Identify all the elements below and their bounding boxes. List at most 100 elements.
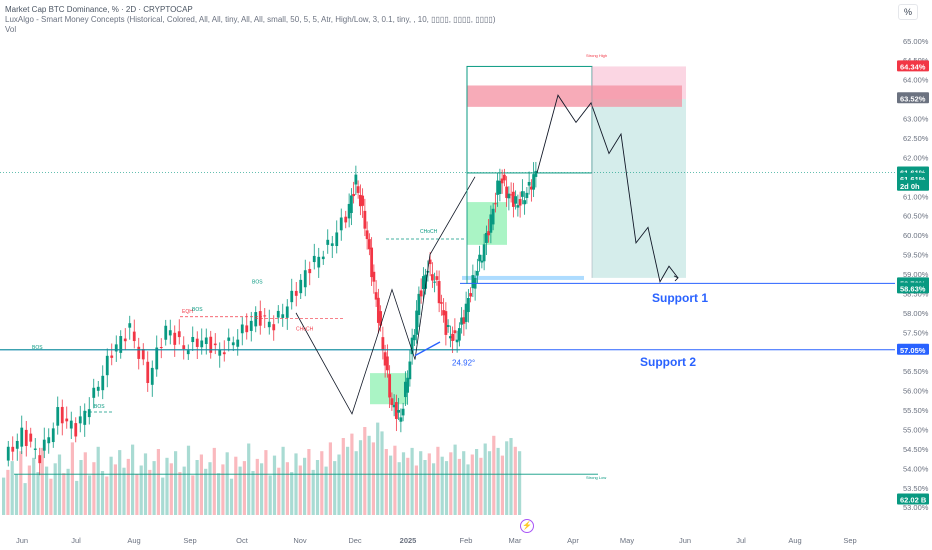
volume-bar	[66, 468, 70, 515]
price-tag	[897, 60, 929, 72]
candle-body	[236, 339, 240, 347]
candle-body	[372, 271, 376, 282]
candle-body	[335, 232, 339, 247]
volume-bar	[410, 447, 414, 515]
candle-body	[191, 336, 195, 343]
indicator-legend[interactable]: LuxAlgo - Smart Money Concepts (Historic…	[5, 15, 496, 24]
volume-bar	[238, 466, 242, 515]
volume-bar	[27, 465, 31, 515]
candle-body	[446, 325, 450, 328]
candle-body	[484, 232, 488, 243]
candle-body	[249, 320, 253, 331]
angle-label: 24.92°	[452, 358, 475, 367]
candle-body	[491, 208, 495, 225]
candle-body	[276, 310, 280, 318]
price-tick-label: 62.50%	[903, 134, 929, 143]
candle-body	[105, 355, 109, 376]
trend-angle-line	[414, 341, 441, 357]
lightning-icon[interactable]: ⚡	[520, 519, 534, 533]
volume-bar	[23, 483, 27, 515]
volume-bar	[457, 458, 461, 515]
price-tick-label: 55.50%	[903, 406, 929, 415]
volume-bar	[109, 456, 113, 515]
candle-body	[245, 325, 249, 333]
volume-bar	[36, 472, 40, 515]
candle-body	[480, 260, 484, 263]
entry-box	[466, 65, 593, 174]
candle-body	[110, 355, 114, 358]
volume-bar	[518, 451, 522, 515]
volume-bar	[70, 442, 74, 515]
candle-body	[65, 418, 69, 422]
volume-bar	[204, 468, 208, 515]
candle-body	[123, 338, 127, 342]
candle-body	[69, 420, 73, 429]
price-tag-label: 2d 0h	[900, 182, 920, 191]
time-axis[interactable]: Jun Jul Aug Sep Oct Nov Dec 2025 Feb Mar Apr May Jun…	[16, 536, 857, 545]
price-tick-label: 62.00%	[903, 153, 929, 162]
candle-body	[150, 367, 154, 385]
volume-bar	[393, 445, 397, 515]
candle-body	[20, 427, 24, 447]
volume-bar	[427, 453, 431, 515]
candle-body	[417, 293, 421, 316]
volume-bar	[100, 471, 105, 515]
price-axis[interactable]: 65.00%64.50%64.00%63.50%63.00%62.50%62.0…	[897, 37, 929, 512]
price-tag-label: 58.63%	[900, 284, 926, 293]
bos-label: BOS	[252, 280, 263, 286]
price-tag-label: 61.61%	[900, 175, 926, 184]
volume-bar	[225, 452, 229, 515]
volume-bar	[57, 454, 62, 515]
candle-body	[448, 336, 452, 339]
candle-body	[146, 361, 150, 383]
volume-bar	[49, 478, 53, 515]
candle-body	[114, 344, 118, 352]
volume-bar	[354, 451, 358, 515]
volume-bar	[118, 450, 122, 515]
time-tick-label: Mar	[509, 536, 522, 545]
candle-body	[227, 337, 231, 341]
candle-body	[487, 231, 491, 236]
candle-body	[164, 325, 168, 340]
volume-bar	[294, 453, 298, 515]
choch-label: CHoCH	[420, 229, 438, 235]
candle-body	[87, 409, 91, 418]
price-tick-label: 54.50%	[903, 445, 929, 454]
volume-bar	[272, 455, 277, 515]
candle-body	[312, 255, 316, 263]
price-tag-label: 64.34%	[900, 62, 926, 71]
volume-bar	[165, 457, 169, 515]
time-tick-label: 2025	[400, 536, 417, 545]
candle-body	[358, 194, 362, 207]
candle-body	[218, 349, 222, 356]
candle-body	[344, 216, 348, 223]
volume-bar	[156, 449, 160, 515]
volume-bar	[126, 458, 130, 515]
candle-body	[317, 256, 321, 268]
candle-body	[412, 334, 416, 341]
volume-bar	[298, 465, 302, 515]
volume-bar	[440, 456, 444, 515]
price-tick-label: 54.00%	[903, 464, 929, 473]
price-tick-label: 56.00%	[903, 387, 929, 396]
candle-body	[428, 259, 432, 265]
price-tick-label: 60.00%	[903, 231, 929, 240]
candle-body	[370, 247, 374, 278]
bos-label: BOS	[32, 345, 43, 351]
volume-legend[interactable]: Vol	[5, 25, 17, 34]
candle-body	[308, 268, 312, 274]
candle-body	[457, 328, 461, 341]
candle-body	[471, 275, 475, 289]
candle-body	[173, 332, 177, 345]
percent-scale-button[interactable]: %	[898, 4, 918, 20]
time-tick-label: Jul	[736, 536, 746, 545]
volume-bar	[143, 453, 148, 515]
volume-bar	[397, 462, 401, 515]
candle-body	[96, 386, 100, 391]
volume-bar	[483, 443, 487, 515]
volume-bar	[492, 435, 496, 515]
time-tick-label: Jul	[71, 536, 81, 545]
volume-bar	[83, 452, 87, 515]
time-tick-label: Aug	[788, 536, 801, 545]
